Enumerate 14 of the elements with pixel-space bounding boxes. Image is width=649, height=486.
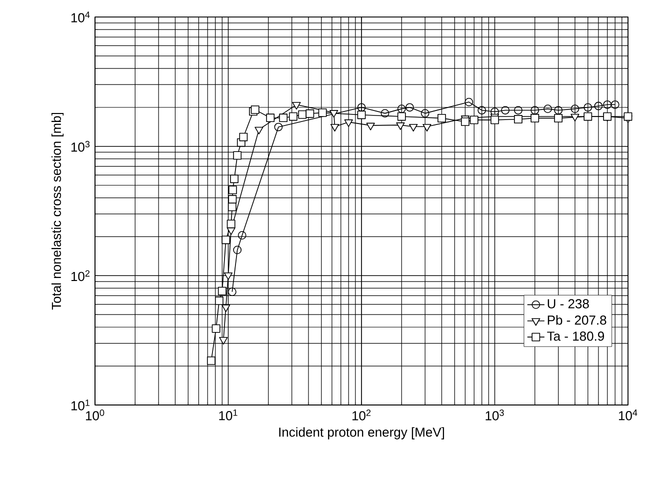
x-tick-label: 10$^{3}$	[486, 410, 504, 420]
x-tick-label: 10$^{2}$	[352, 410, 371, 420]
x-tick-label: 10$^{0}$	[86, 410, 104, 420]
y-tick-label: 10$^{2}$	[71, 270, 90, 282]
legend-label: Ta - 180.9	[547, 332, 604, 341]
legend-label: Pb - 207.8	[548, 315, 606, 325]
y-tick-label: 10$^{3}$	[71, 140, 90, 152]
x-tick-label: 10$^{1}$	[219, 410, 238, 420]
y-axis-title: Total nonelastic cross section [mb]	[51, 112, 64, 310]
x-axis-title: Incident proton energy [MeV]	[279, 427, 444, 440]
y-tick-label: 10$^{4}$	[71, 12, 90, 22]
legend-label: U - 238	[548, 299, 589, 308]
y-tick-label: 10$^{1}$	[71, 400, 90, 410]
x-tick-label: 10$^{4}$	[618, 410, 638, 420]
